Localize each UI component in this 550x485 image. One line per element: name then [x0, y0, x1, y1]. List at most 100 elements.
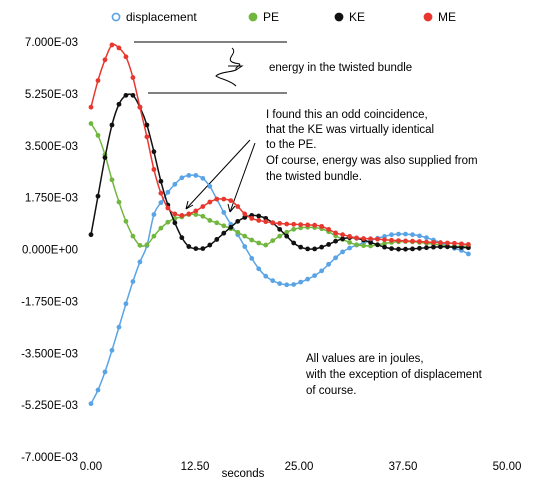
- y-tick-label: -5.250E-03: [21, 400, 78, 412]
- data-point: [466, 242, 471, 247]
- data-point: [235, 204, 241, 209]
- units-note-line: All values are in joules,: [306, 353, 424, 365]
- data-point: [130, 92, 136, 98]
- x-tick-label: 12.50: [181, 461, 210, 473]
- legend: displacement PE KE ME: [111, 10, 456, 24]
- data-point: [158, 190, 164, 196]
- y-tick-label: 3.500E-03: [25, 141, 78, 153]
- data-point: [109, 347, 115, 353]
- data-point: [361, 236, 366, 241]
- data-point: [466, 251, 471, 257]
- data-point: [102, 155, 108, 161]
- data-point: [186, 244, 192, 249]
- data-point: [305, 276, 311, 282]
- legend-label: ME: [438, 10, 456, 24]
- data-point: [333, 230, 339, 236]
- data-point: [445, 244, 450, 250]
- data-point: [193, 212, 199, 217]
- data-point: [361, 243, 366, 249]
- legend-marker: [248, 12, 258, 22]
- data-point: [158, 225, 164, 231]
- data-point: [396, 238, 401, 244]
- data-point: [242, 233, 248, 239]
- data-point: [200, 246, 206, 252]
- units-note-line: with the exception of displacement: [305, 369, 483, 381]
- data-point: [144, 134, 150, 140]
- data-point: [179, 213, 185, 218]
- data-point: [445, 240, 450, 246]
- x-tick-label: 37.50: [389, 461, 418, 473]
- data-point: [403, 238, 408, 244]
- x-tick-label: 0.00: [80, 461, 102, 473]
- data-point: [123, 218, 129, 224]
- data-point: [291, 221, 297, 227]
- data-point: [312, 273, 318, 278]
- data-point: [200, 204, 206, 209]
- data-point: [396, 246, 401, 252]
- data-point: [277, 221, 283, 226]
- data-point: [95, 387, 101, 393]
- data-point: [291, 282, 297, 287]
- data-point: [389, 246, 394, 252]
- data-point: [284, 233, 290, 239]
- data-point: [193, 208, 199, 214]
- data-point: [88, 232, 94, 238]
- data-point: [137, 104, 143, 110]
- data-point: [228, 198, 234, 203]
- data-point: [186, 211, 192, 217]
- data-point: [116, 199, 122, 205]
- data-point: [368, 243, 373, 249]
- data-point: [459, 245, 464, 250]
- data-point: [221, 196, 227, 202]
- data-point: [270, 220, 276, 226]
- data-point: [403, 231, 408, 237]
- data-point: [95, 78, 101, 83]
- data-point: [452, 240, 457, 246]
- data-point: [151, 233, 157, 239]
- data-point: [417, 233, 422, 239]
- data-point: [424, 235, 429, 241]
- data-point: [95, 193, 101, 199]
- data-point: [354, 242, 359, 248]
- data-point: [102, 369, 108, 375]
- data-point: [200, 213, 206, 219]
- data-point: [221, 230, 227, 236]
- data-point: [382, 241, 387, 246]
- data-point: [172, 181, 178, 187]
- data-point: [291, 226, 297, 232]
- legend-marker: [423, 12, 433, 22]
- data-point: [102, 57, 108, 63]
- data-point: [179, 175, 185, 181]
- series-ME: [88, 42, 471, 247]
- data-point: [123, 54, 129, 60]
- data-point: [242, 211, 248, 217]
- units-note-line: of course.: [306, 385, 357, 397]
- data-point: [256, 240, 262, 246]
- data-point: [221, 210, 227, 215]
- data-point: [256, 213, 262, 219]
- data-point: [319, 268, 325, 274]
- data-point: [347, 245, 352, 251]
- legend-label: KE: [349, 10, 365, 24]
- data-point: [368, 236, 373, 242]
- data-point: [242, 244, 248, 249]
- data-point: [333, 238, 339, 244]
- data-point: [410, 246, 415, 252]
- y-tick-label: 0.000E+00: [22, 245, 78, 257]
- data-point: [130, 279, 136, 284]
- data-point: [312, 222, 318, 228]
- legend-label: PE: [263, 10, 279, 24]
- y-axis-tick-labels: 7.000E-03 5.250E-03 3.500E-03 1.750E-03 0.00…: [21, 37, 78, 464]
- legend-label: displacement: [126, 10, 197, 24]
- data-point: [417, 239, 422, 244]
- data-point: [431, 244, 436, 250]
- data-point: [207, 183, 213, 189]
- data-point: [165, 219, 171, 225]
- data-point: [88, 401, 94, 407]
- data-point: [298, 244, 304, 250]
- data-point: [116, 101, 122, 107]
- y-tick-label: -7.000E-03: [21, 452, 78, 464]
- data-point: [284, 221, 290, 227]
- data-point: [382, 237, 387, 243]
- series-KE: [88, 92, 471, 252]
